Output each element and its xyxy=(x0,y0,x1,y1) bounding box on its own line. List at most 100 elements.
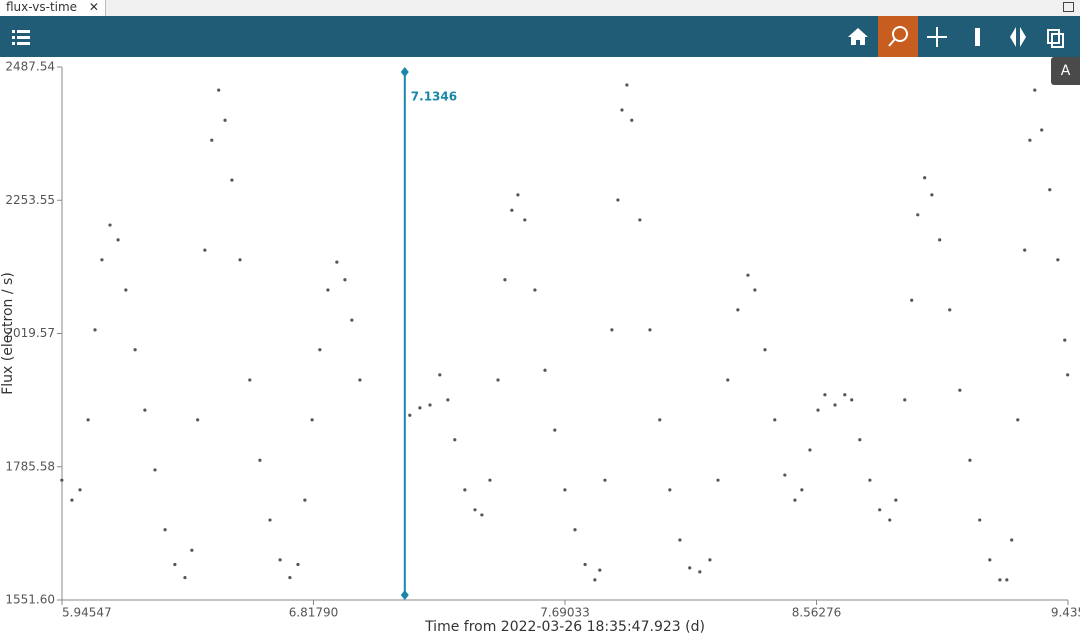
data-point xyxy=(763,348,767,352)
x-tick-label: 6.81790 xyxy=(289,606,339,620)
data-point xyxy=(793,498,797,502)
marker-handle-bottom xyxy=(400,590,409,600)
data-point xyxy=(1010,538,1014,542)
y-tick-label: 2019.57 xyxy=(5,326,55,340)
data-point xyxy=(1056,258,1060,262)
data-point xyxy=(183,575,187,580)
y-tick-label: 1551.60 xyxy=(5,593,55,607)
data-point xyxy=(783,473,787,477)
data-point xyxy=(1066,373,1070,377)
data-point xyxy=(268,518,272,522)
data-point xyxy=(1005,578,1009,582)
maximize-icon[interactable] xyxy=(1063,2,1074,12)
data-point xyxy=(1040,128,1044,132)
data-point xyxy=(210,138,214,142)
y-tick-label: 2253.55 xyxy=(5,193,55,207)
data-point xyxy=(603,478,607,482)
data-point xyxy=(553,428,557,432)
data-point xyxy=(678,538,682,542)
data-point xyxy=(318,348,322,352)
data-point xyxy=(358,378,362,382)
data-point xyxy=(698,570,702,574)
data-point xyxy=(823,393,827,397)
data-point xyxy=(888,518,892,522)
data-point xyxy=(288,575,292,580)
line-tool-button[interactable] xyxy=(975,28,980,46)
data-point xyxy=(988,558,992,562)
data-point xyxy=(196,418,200,422)
data-point xyxy=(958,388,962,392)
data-point xyxy=(496,378,500,382)
data-point xyxy=(335,260,339,264)
data-point xyxy=(173,562,177,567)
data-point xyxy=(968,458,972,462)
data-point xyxy=(746,273,750,277)
data-point xyxy=(978,518,982,522)
zoom-button[interactable] xyxy=(878,16,918,57)
data-point xyxy=(453,438,457,442)
data-point xyxy=(418,406,422,410)
marker-handle-top xyxy=(400,67,409,77)
data-point xyxy=(133,348,137,352)
data-point xyxy=(625,83,629,87)
data-point xyxy=(938,238,942,242)
y-axis-label: Flux (electron / s) xyxy=(0,272,16,395)
data-point xyxy=(903,398,907,402)
data-point xyxy=(910,298,914,302)
data-point xyxy=(843,393,847,397)
data-point xyxy=(868,478,872,482)
data-point xyxy=(1023,248,1027,252)
data-point xyxy=(800,488,804,492)
data-point xyxy=(230,178,234,182)
data-point xyxy=(598,568,602,572)
data-point xyxy=(658,418,662,422)
data-point xyxy=(408,413,412,417)
data-point xyxy=(753,288,757,292)
data-point xyxy=(630,118,634,122)
data-point xyxy=(736,308,740,312)
data-point xyxy=(238,258,242,262)
data-point xyxy=(543,368,547,372)
data-point xyxy=(428,403,432,407)
data-point xyxy=(894,498,898,502)
data-point xyxy=(480,513,484,517)
side-button[interactable]: A xyxy=(1051,57,1080,85)
data-point xyxy=(217,88,221,92)
data-point xyxy=(850,398,854,402)
data-point xyxy=(223,118,227,122)
data-point xyxy=(203,248,207,252)
data-point xyxy=(510,208,514,212)
data-point xyxy=(948,308,952,312)
data-point xyxy=(808,448,812,452)
data-point xyxy=(1016,418,1020,422)
data-point xyxy=(343,278,347,282)
plot: 1551.60 1785.58 2019.57 2253.55 2487.54 5.945… xyxy=(0,60,1080,636)
data-point xyxy=(438,373,442,377)
data-point xyxy=(816,408,820,412)
data-point xyxy=(583,562,587,567)
copy-button[interactable] xyxy=(1047,29,1064,48)
tab[interactable]: flux-vs-time ✕ xyxy=(0,0,106,16)
data-point xyxy=(488,478,492,482)
x-axis-label: Time from 2022-03-26 18:35:47.923 (d) xyxy=(424,619,705,635)
home-button[interactable] xyxy=(848,28,868,45)
tab-close[interactable]: ✕ xyxy=(88,0,99,14)
data-point xyxy=(998,578,1002,582)
menu-button[interactable] xyxy=(12,30,30,45)
data-point xyxy=(153,468,157,472)
data-point xyxy=(610,328,614,332)
data-point xyxy=(930,193,934,197)
data-point xyxy=(620,108,624,112)
pan-button[interactable] xyxy=(927,27,947,47)
data-point xyxy=(616,198,620,202)
data-point xyxy=(93,328,97,332)
data-point xyxy=(1028,138,1032,142)
data-point xyxy=(303,498,307,502)
tab-title: flux-vs-time xyxy=(6,0,78,14)
data-point xyxy=(350,318,354,322)
data-point xyxy=(248,378,252,382)
x-tick-label: 5.94547 xyxy=(62,606,112,620)
zoom-icon xyxy=(888,26,908,47)
flip-button[interactable] xyxy=(1010,27,1026,47)
data-point xyxy=(503,278,507,282)
